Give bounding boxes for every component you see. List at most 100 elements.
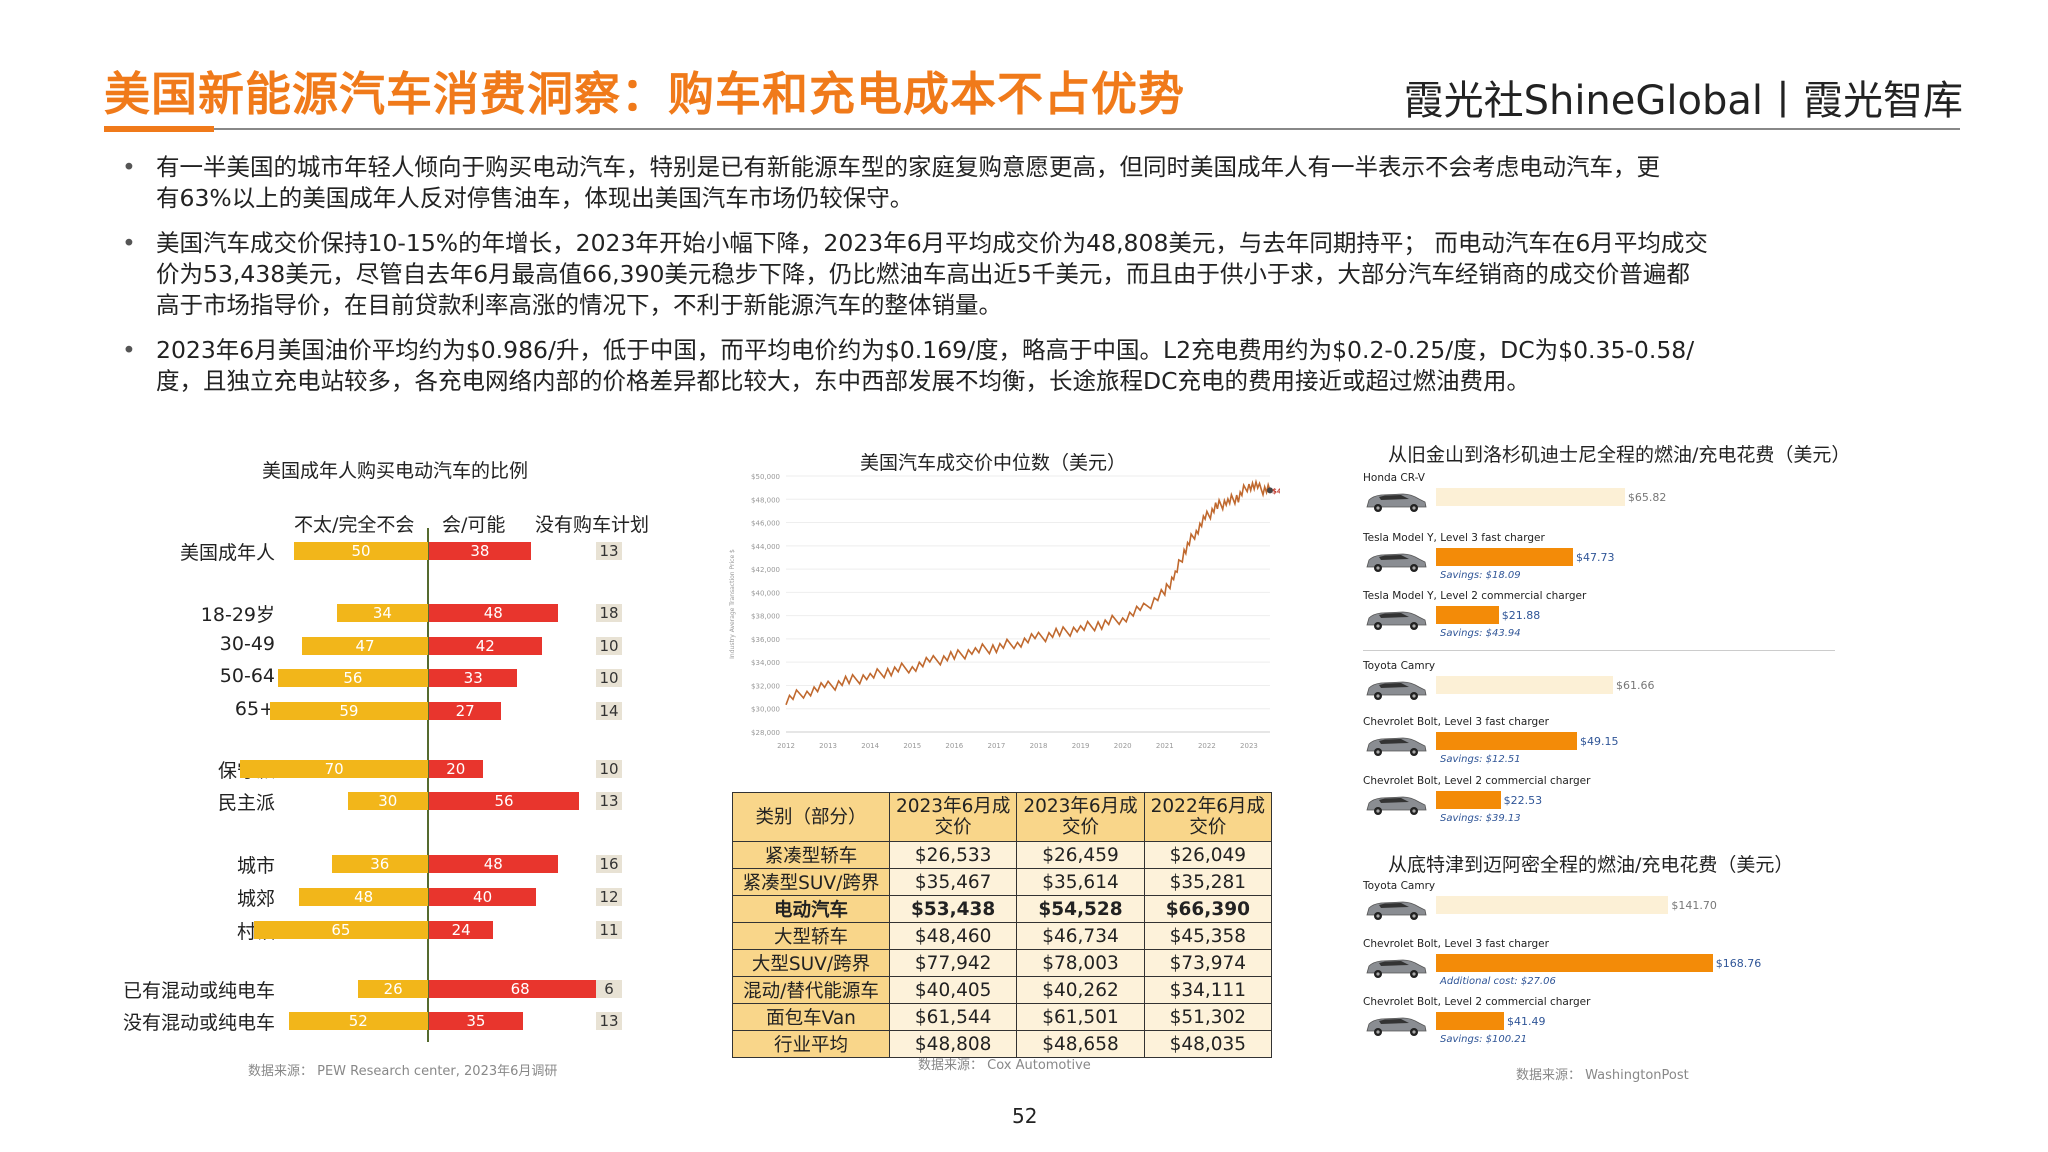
survey-bar-no: 36 (331, 855, 428, 873)
fuel-cost-value: $65.82 (1627, 491, 1667, 504)
survey-chart: 美国成年人 50 38 13 18-29岁 34 48 18 30-49 47 42 10 50-64 5… (0, 0, 700, 1100)
bullet-line: 美国汽车成交价保持10-15%的年增长，2023年开始小幅下降，2023年6月平… (156, 229, 1708, 257)
price-x-tick: 2013 (819, 742, 837, 750)
survey-bar-yes: 42 (429, 637, 542, 655)
survey-value-none: 16 (596, 855, 622, 873)
fuel-cost-bar (1436, 676, 1613, 694)
survey-row: 30-49 47 42 10 (0, 633, 700, 659)
survey-bar-yes: 38 (429, 542, 531, 560)
table-row: 大型轿车 $48,460 $46,734 $45,358 (732, 922, 1273, 950)
table-cell: $35,281 (1143, 868, 1273, 896)
survey-legend-none: 没有购车计划 (535, 514, 650, 536)
survey-source: 数据来源： PEW Research center, 2023年6月调研 (248, 1064, 558, 1079)
bullet-line: 价为53,438美元，尽管自去年6月最高值66,390美元稳步下降，仍比燃油车高… (156, 260, 1690, 288)
fuel-cost-value: $47.73 (1575, 551, 1615, 564)
price-line-chart: $50,000 $48,000 $46,000 $44,000 $42,000 $40,0… (729, 473, 1280, 750)
survey-bar-no: 65 (253, 921, 428, 939)
fuel-cost-bar (1436, 954, 1713, 972)
table-cell: 面包车Van (732, 1003, 890, 1031)
fuel-cost-bar (1436, 1012, 1505, 1030)
price-y-tick: $48,000 (751, 496, 780, 504)
fuel-savings-note: Additional cost: $27.06 (1440, 976, 1556, 987)
table-cell: $77,942 (888, 949, 1018, 977)
fuel-cost-value: $49.15 (1580, 735, 1619, 748)
table-cell: $46,734 (1016, 922, 1145, 950)
table-cell: $48,460 (888, 922, 1018, 950)
table-cell: $45,358 (1143, 922, 1273, 950)
price-end-point (1267, 487, 1273, 494)
car-icon (1363, 732, 1429, 758)
price-x-tick: 2019 (1072, 742, 1090, 750)
survey-row-label: 18-29岁 (200, 604, 275, 626)
survey-bar-no: 50 (294, 542, 428, 560)
car-icon (1363, 1012, 1429, 1038)
table-header-row: 类别（部分） 2023年6月成交价 2023年6月成交价 2022年6月成交价 (732, 792, 1273, 842)
table-cell: $48,658 (1016, 1030, 1145, 1058)
survey-row-label: 没有混动或纯电车 (122, 1012, 275, 1034)
survey-value-none: 14 (596, 702, 622, 720)
survey-bar-yes: 20 (429, 760, 483, 778)
car-icon (1363, 791, 1429, 817)
bullet-line: 有一半美国的城市年轻人倾向于购买电动汽车，特别是已有新能源车型的家庭复购意愿更高… (156, 153, 1660, 181)
car-label: Toyota Camry (1363, 660, 1436, 672)
fuel-cost-bar (1436, 488, 1625, 506)
price-x-tick: 2021 (1156, 742, 1174, 750)
survey-bar-no: 52 (288, 1012, 428, 1030)
table-cell: $34,111 (1143, 976, 1273, 1004)
price-y-tick: $32,000 (751, 682, 780, 690)
survey-row-label: 城郊 (236, 888, 275, 910)
fuel-chart-title-2: 从底特津到迈阿密全程的燃油/充电花费（美元） (1388, 854, 1794, 876)
price-y-tick: $44,000 (751, 543, 780, 551)
survey-legend-yes: 会/可能 (442, 514, 506, 536)
fuel-cost-chart: Honda CR-V $65.82 Tesla Model Y, Level 3 f… (1363, 472, 1762, 1045)
table-cell: $35,467 (888, 868, 1018, 896)
table-header-cell: 2023年6月成交价 (888, 792, 1018, 842)
survey-row: 65+ 59 27 14 (0, 698, 700, 724)
survey-bar-no: 56 (277, 669, 428, 687)
survey-row: 美国成年人 50 38 13 (0, 538, 700, 564)
survey-value-none: 13 (596, 542, 622, 560)
fuel-cost-bar (1436, 732, 1578, 750)
price-x-tick: 2022 (1198, 742, 1216, 750)
survey-value-none: 13 (596, 1012, 622, 1030)
survey-row-label: 30-49 (219, 633, 275, 655)
survey-bar-yes: 27 (429, 702, 502, 720)
survey-value-none: 12 (596, 888, 622, 906)
car-icon (1363, 954, 1429, 980)
survey-bar-yes: 48 (429, 604, 558, 622)
car-label: Chevrolet Bolt, Level 3 fast charger (1363, 716, 1549, 728)
fuel-cost-bar (1436, 606, 1499, 624)
survey-bar-yes: 68 (429, 980, 612, 998)
table-row: 行业平均 $48,808 $48,658 $48,035 (732, 1030, 1273, 1058)
price-y-label: Industry Average Transaction Price $ (729, 549, 736, 659)
price-x-tick: 2023 (1240, 742, 1258, 750)
page-number: 52 (1012, 1104, 1038, 1128)
fuel-savings-note: Savings: $100.21 (1440, 1034, 1527, 1045)
table-header-cell: 2022年6月成交价 (1143, 792, 1273, 842)
price-x-tick: 2018 (1030, 742, 1048, 750)
survey-value-none: 13 (596, 792, 622, 810)
fuel-cost-value: $168.76 (1715, 957, 1762, 970)
survey-bar-yes: 40 (429, 888, 537, 906)
page-title: 美国新能源汽车消费洞察：购车和充电成本不占优势 (104, 67, 1185, 121)
table-cell: 大型轿车 (732, 922, 890, 950)
bullet-line: 有63%以上的美国成年人反对停售油车，体现出美国汽车市场仍较保守。 (156, 184, 914, 212)
price-chart-title: 美国汽车成交价中位数（美元） (860, 452, 1127, 474)
table-cell: $61,544 (888, 1003, 1018, 1031)
car-label: Tesla Model Y, Level 3 fast charger (1363, 532, 1545, 544)
table-row: 大型SUV/跨界 $77,942 $78,003 $73,974 (732, 949, 1273, 977)
price-x-tick: 2015 (903, 742, 921, 750)
fuel-cost-value: $141.70 (1671, 899, 1717, 912)
table-cell: 紧凑型轿车 (732, 841, 890, 869)
price-x-tick: 2017 (988, 742, 1006, 750)
brand-logo-text: 霞光社ShineGlobal丨霞光智库 (1403, 78, 1963, 124)
survey-row-label: 50-64 (219, 665, 275, 687)
table-row: 面包车Van $61,544 $61,501 $51,302 (732, 1003, 1273, 1031)
fuel-cost-value: $22.53 (1503, 794, 1543, 807)
fuel-chart-title-1: 从旧金山到洛杉矶迪士尼全程的燃油/充电花费（美元） (1388, 444, 1851, 466)
survey-row: 18-29岁 34 48 18 (0, 600, 700, 626)
table-header-cell: 2023年6月成交价 (1016, 792, 1145, 842)
fuel-source: 数据来源： WashingtonPost (1516, 1068, 1689, 1083)
survey-row-label: 65+ (234, 698, 275, 720)
table-row: 紧凑型轿车 $26,533 $26,459 $26,049 (732, 841, 1273, 869)
